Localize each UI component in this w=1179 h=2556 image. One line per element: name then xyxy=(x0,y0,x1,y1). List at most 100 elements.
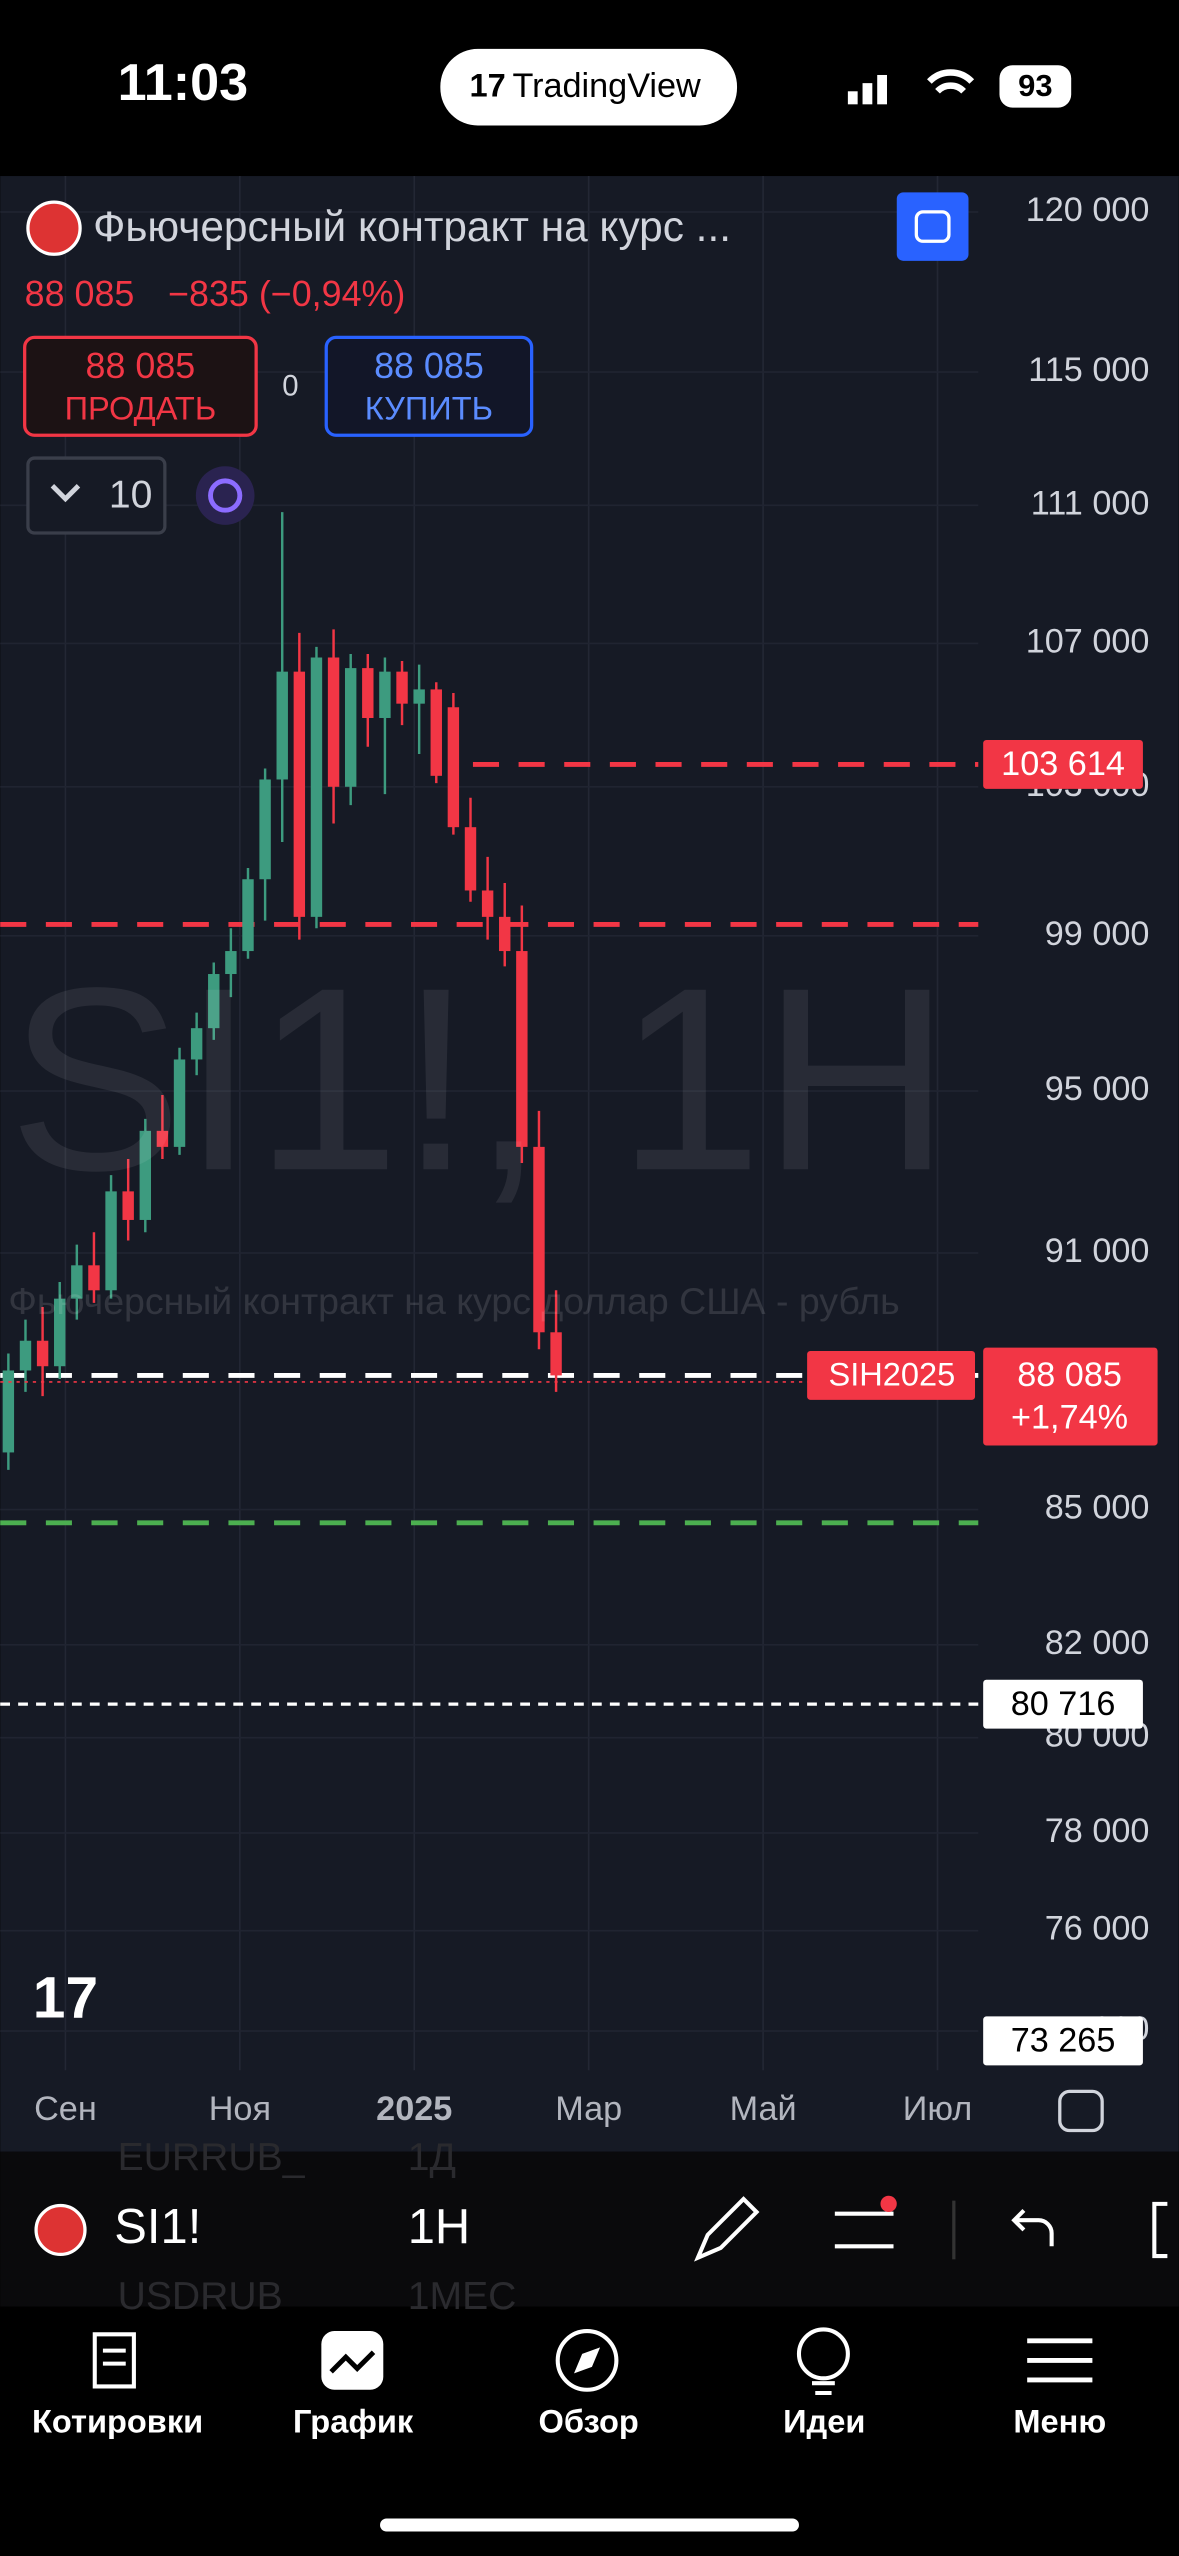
tv-logo: 17 xyxy=(33,1965,98,2030)
draw-tool[interactable] xyxy=(694,2196,760,2262)
chart-icon-line xyxy=(329,2350,376,2374)
indicators-tool[interactable] xyxy=(834,2211,894,2249)
compare-button[interactable] xyxy=(896,192,969,261)
x-tick-label: 2025 xyxy=(376,2090,452,2128)
bg-symbol: USDRUB xyxy=(118,2275,283,2318)
toolbar-interval[interactable]: 1H xyxy=(408,2200,471,2254)
symbol-label: SIH2025 xyxy=(828,1356,955,1393)
bg-symbol: EURRUB_ xyxy=(118,2136,306,2179)
quantity-dropdown[interactable] xyxy=(26,456,167,535)
explore-needle xyxy=(574,2347,601,2374)
x-tick-label: Май xyxy=(730,2090,797,2128)
sync-icon xyxy=(208,478,243,513)
candle-body xyxy=(276,671,288,780)
candle-body xyxy=(19,1340,32,1371)
flag-icon xyxy=(26,200,82,256)
y-tick-label: 91 000 xyxy=(1045,1232,1150,1270)
chevron xyxy=(50,484,81,503)
bg-interval: 1Д xyxy=(408,2136,456,2179)
candle-body xyxy=(499,916,511,952)
wifi-icon xyxy=(927,69,975,94)
candle-body xyxy=(327,657,340,787)
undo-button[interactable] xyxy=(1011,2208,1054,2247)
compare-icon xyxy=(914,210,951,243)
bg-interval: 1МЕС xyxy=(408,2275,517,2318)
buy-button[interactable] xyxy=(324,335,534,437)
indicator-dot xyxy=(880,2195,897,2213)
battery-level: 93 xyxy=(1018,68,1052,103)
y-tick-label: 82 000 xyxy=(1045,1624,1150,1662)
nav-label[interactable]: График xyxy=(293,2403,414,2440)
nav-label[interactable]: Котировки xyxy=(32,2403,203,2440)
candle-body xyxy=(464,827,477,891)
candle-body xyxy=(533,1146,545,1333)
sell-button[interactable] xyxy=(23,335,258,437)
nav-label[interactable]: Обзор xyxy=(539,2403,639,2440)
candle-body xyxy=(36,1340,49,1367)
price-change: −835 (−0,94%) xyxy=(168,274,405,314)
home-indicator xyxy=(380,2518,799,2532)
y-tick-label: 111 000 xyxy=(1031,484,1150,522)
level-label: 103 614 xyxy=(1001,745,1125,783)
sync-button[interactable] xyxy=(195,466,255,525)
last-price-box xyxy=(983,1347,1158,1446)
candle-body xyxy=(54,1298,66,1367)
level-label: 80 716 xyxy=(1011,1685,1116,1723)
symbol-title[interactable]: Фьючерсный контракт на курс ... xyxy=(93,203,731,250)
more-button[interactable] xyxy=(1152,2201,1168,2259)
candle-body xyxy=(156,1130,169,1147)
last-price: 88 085 xyxy=(25,274,135,314)
ideas-base xyxy=(812,2381,835,2396)
candle-body xyxy=(481,890,494,917)
candle-body xyxy=(190,1028,203,1060)
buy-price: 88 085 xyxy=(374,346,484,386)
nav-label[interactable]: Идеи xyxy=(783,2403,865,2440)
chart: Сен Ноя 2025 Мар Май Июл 120 000 115 000 111 000… xyxy=(0,176,1158,2133)
nav-label[interactable]: Меню xyxy=(1013,2403,1106,2440)
app-name: TradingView xyxy=(512,67,701,105)
toolbar-symbol[interactable]: SI1! xyxy=(114,2200,201,2254)
level-label-box xyxy=(983,1679,1143,1729)
candle-body xyxy=(173,1059,186,1147)
bottom-label: 73 265 xyxy=(1011,2022,1116,2060)
y-tick-label: 76 000 xyxy=(1045,1910,1150,1948)
battery xyxy=(999,65,1072,108)
bottom-label-box xyxy=(983,2016,1143,2066)
candle-body xyxy=(550,1332,562,1376)
candle-body xyxy=(225,951,237,975)
watermark-symbol: SI1!, 1H xyxy=(8,934,950,1225)
candle-body xyxy=(362,668,374,718)
clock: 11:03 xyxy=(118,54,249,112)
candle-body xyxy=(88,1265,100,1291)
candle-body xyxy=(242,879,254,952)
candle-body xyxy=(396,671,408,704)
candle-body xyxy=(310,657,323,917)
buy-label: КУПИТЬ xyxy=(365,389,493,426)
symbol-label-box xyxy=(807,1350,976,1400)
y-tick-label: 107 000 xyxy=(1026,622,1150,660)
candle-body xyxy=(516,951,528,1147)
app-pill xyxy=(440,48,738,126)
settings-button[interactable] xyxy=(1058,2089,1104,2133)
candle-body xyxy=(122,1191,134,1220)
quantity: 10 xyxy=(109,474,153,517)
candle-body xyxy=(208,974,220,1029)
signal-icon xyxy=(847,74,887,105)
sell-price: 88 085 xyxy=(86,346,196,386)
y-tick-label: 85 000 xyxy=(1045,1489,1150,1527)
nav-bar xyxy=(0,2306,1179,2556)
sell-label: ПРОДАТЬ xyxy=(65,389,217,426)
y-tick-label: 115 000 xyxy=(1028,351,1149,389)
candle-body xyxy=(139,1130,152,1220)
flag-icon xyxy=(34,2203,87,2257)
x-tick-label: Сен xyxy=(34,2090,97,2128)
x-tick-label: Мар xyxy=(555,2090,622,2128)
quotes-icon xyxy=(92,2332,136,2389)
last-price-change: +1,74% xyxy=(1011,1398,1128,1436)
candle-body xyxy=(379,671,391,718)
candle-body xyxy=(2,1370,15,1453)
candle-body xyxy=(447,707,460,828)
candle-body xyxy=(293,671,306,917)
candle-body xyxy=(430,689,442,776)
